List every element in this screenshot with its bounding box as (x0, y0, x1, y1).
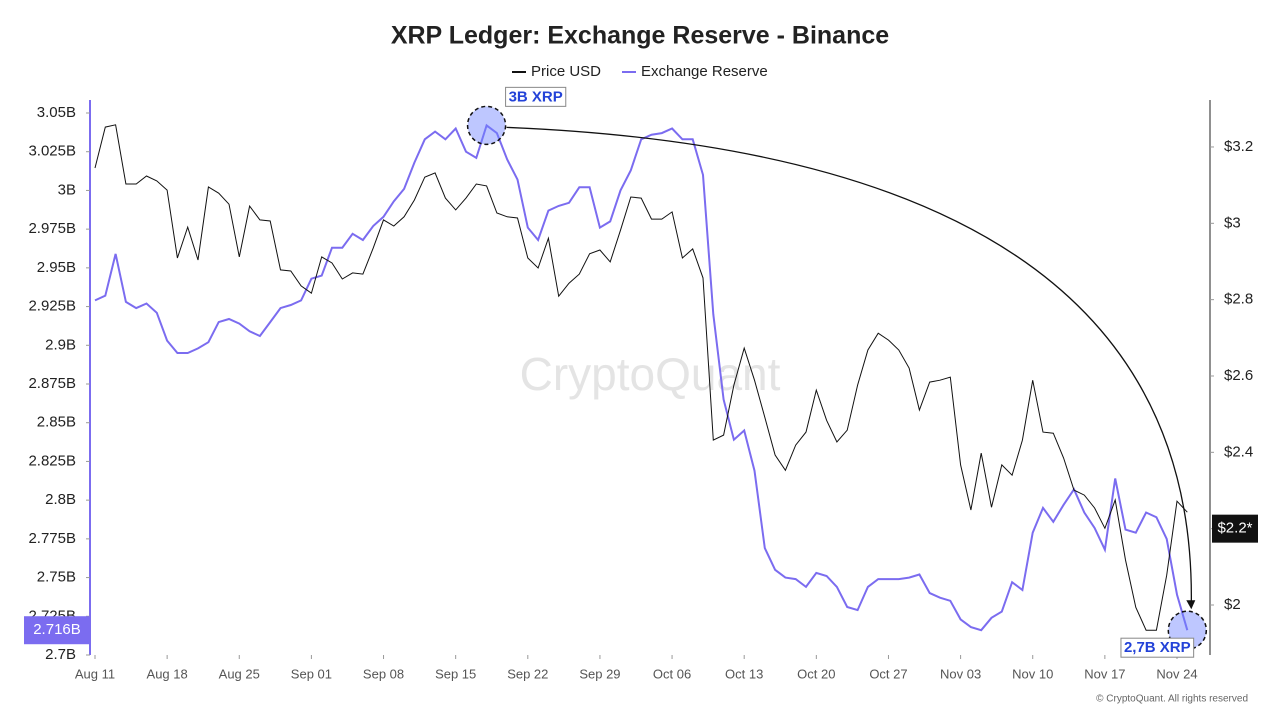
arrow-head (1186, 600, 1196, 610)
y-tick-label: 2.875B (28, 375, 76, 392)
y-tick-label: 3B (58, 181, 76, 198)
y-tick-label: 3.05B (37, 104, 76, 121)
annotation: 2,7B XRP (1120, 637, 1195, 658)
y-tick-label: 2.75B (37, 569, 76, 586)
current-badge (24, 616, 90, 645)
x-tick-label: Aug 18 (147, 666, 188, 681)
x-tick-label: Nov 10 (1012, 666, 1053, 681)
y2-tick-label: $2.6 (1224, 367, 1253, 384)
x-tick-label: Nov 03 (940, 666, 981, 681)
y2-tick-label: $3 (1224, 214, 1241, 231)
current-badge (1212, 514, 1258, 543)
x-tick-label: Oct 20 (797, 666, 835, 681)
x-tick-label: Nov 17 (1084, 666, 1125, 681)
y-tick-label: 2.775B (28, 530, 76, 547)
y2-tick-label: $3.2 (1224, 138, 1253, 155)
legend-label: Price USD (531, 63, 601, 80)
annotation-box (1120, 637, 1195, 658)
arrow (506, 126, 1192, 605)
x-tick-label: Aug 11 (75, 666, 115, 681)
y-tick-label: 3.025B (28, 143, 76, 160)
y-tick-label: 2.95B (37, 259, 76, 276)
y-tick-label: 2.85B (37, 414, 76, 431)
y-tick-label: 2.925B (28, 298, 76, 315)
y-tick-label: 2.975B (28, 220, 76, 237)
x-tick-label: Oct 06 (653, 666, 691, 681)
legend-label: Exchange Reserve (641, 63, 768, 80)
y-tick-label: 2.8B (45, 491, 76, 508)
highlight-circle (466, 105, 507, 146)
y-tick-label: 2.9B (45, 336, 76, 353)
watermark: CryptoQuant (520, 348, 781, 400)
annotation-text: 3B XRP (509, 88, 563, 105)
x-tick-label: Sep 29 (579, 666, 620, 681)
x-tick-label: Aug 25 (219, 666, 260, 681)
series-line (94, 123, 1189, 632)
footer: © CryptoQuant. All rights reserved (1096, 694, 1248, 705)
annotation: 3B XRP (505, 86, 567, 107)
current-badge-label: $2.2* (1217, 520, 1252, 537)
x-tick-label: Oct 13 (725, 666, 763, 681)
series-line (94, 124, 1188, 631)
y2-tick-label: $2.4 (1224, 443, 1253, 460)
y2-tick-label: $2.8 (1224, 291, 1253, 308)
current-badge-label: 2.716B (33, 621, 81, 638)
x-tick-label: Sep 22 (507, 666, 548, 681)
y2-tick-label: $2 (1224, 596, 1241, 613)
x-tick-label: Sep 15 (435, 666, 476, 681)
annotation-box (505, 86, 567, 107)
y-tick-label: 2.825B (28, 452, 76, 469)
x-tick-label: Sep 08 (363, 666, 404, 681)
y-tick-label: 2.7B (45, 646, 76, 663)
chart-title: XRP Ledger: Exchange Reserve - Binance (391, 22, 889, 50)
x-tick-label: Sep 01 (291, 666, 332, 681)
x-tick-label: Oct 27 (869, 666, 907, 681)
annotation-text: 2,7B XRP (1124, 639, 1191, 656)
x-tick-label: Nov 24 (1156, 666, 1197, 681)
